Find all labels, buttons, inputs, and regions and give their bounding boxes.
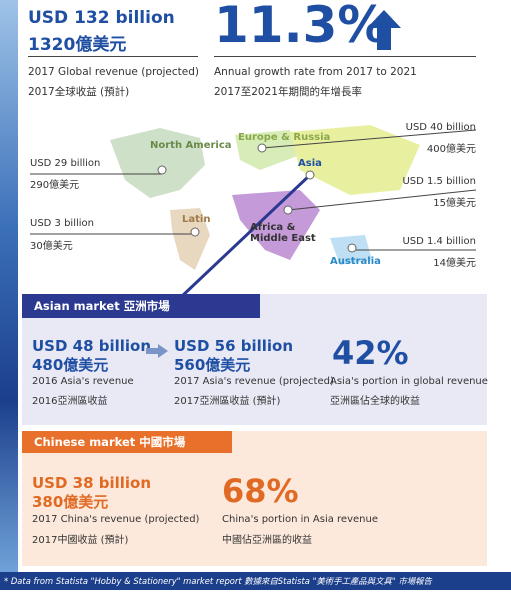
- region-label: Africa & Middle East: [250, 222, 316, 244]
- asian-value-zh: 560億美元: [174, 356, 251, 374]
- china-share: 68%: [222, 472, 299, 510]
- growth-label-zh: 2017至2021年期間的年增長率: [214, 86, 362, 98]
- asian-label-zh: 亞洲區佔全球的收益: [330, 396, 420, 407]
- global-label-zh: 2017全球收益 (預計): [28, 86, 130, 98]
- growth-value: 11.3%: [214, 0, 388, 54]
- region-label: North America: [150, 140, 232, 151]
- world-map: [30, 125, 477, 300]
- up-arrow: [367, 10, 401, 50]
- region-label: Europe & Russia: [238, 132, 331, 143]
- china-value-en: USD 38 billion: [32, 474, 152, 492]
- global-label-en: 2017 Global revenue (projected): [28, 66, 199, 78]
- asian-value-en: USD 48 billion: [32, 337, 152, 355]
- china-label-en: China's portion in Asia revenue: [222, 514, 378, 525]
- asian-label-en: 2017 Asia's revenue (projected): [174, 376, 334, 387]
- callout-zh: 14億美元: [433, 258, 476, 269]
- region-label: Australia: [330, 256, 381, 267]
- callout-en: USD 29 billion: [30, 158, 101, 169]
- callout-en: USD 1.4 billion: [402, 236, 476, 247]
- asian-title: Asian market 亞洲市場: [22, 294, 260, 318]
- china-label-zh: 2017中國收益 (預計): [32, 535, 129, 546]
- region-label: Latin: [182, 214, 211, 225]
- global-revenue-zh: 1320億美元: [28, 35, 127, 55]
- asian-label-zh: 2016亞洲區收益: [32, 396, 108, 407]
- footer: * Data from Statista "Hobby & Stationery…: [0, 572, 511, 590]
- callout-zh: 15億美元: [433, 198, 476, 209]
- arrow: [146, 344, 168, 358]
- asian-label-en: 2016 Asia's revenue: [32, 376, 134, 387]
- divider: [214, 56, 476, 57]
- asian-value-en: USD 56 billion: [174, 337, 294, 355]
- china-value-zh: 380億美元: [32, 493, 109, 511]
- asian-share: 42%: [332, 334, 409, 372]
- global-revenue-en: USD 132 billion: [28, 8, 175, 28]
- region-label: Asia: [298, 158, 322, 169]
- asian-label-zh: 2017亞洲區收益 (預計): [174, 396, 281, 407]
- callout-zh: 290億美元: [30, 180, 80, 191]
- growth-label-en: Annual growth rate from 2017 to 2021: [214, 66, 417, 78]
- divider: [28, 56, 198, 57]
- chinese-panel: [22, 431, 487, 566]
- asian-value-zh: 480億美元: [32, 356, 109, 374]
- callout-zh: 400億美元: [426, 144, 476, 155]
- callout-en: USD 3 billion: [30, 218, 95, 229]
- asian-label-en: Asia's portion in global revenue: [330, 376, 488, 387]
- chinese-title: Chinese market 中國市場: [22, 431, 232, 453]
- callout-zh: 30億美元: [30, 241, 73, 252]
- callout-en: USD 1.5 billion: [402, 176, 476, 187]
- china-label-zh: 中國佔亞洲區的收益: [222, 535, 312, 546]
- callout-en: USD 40 billion: [405, 122, 476, 133]
- side-strip: [0, 0, 18, 572]
- china-label-en: 2017 China's revenue (projected): [32, 514, 200, 525]
